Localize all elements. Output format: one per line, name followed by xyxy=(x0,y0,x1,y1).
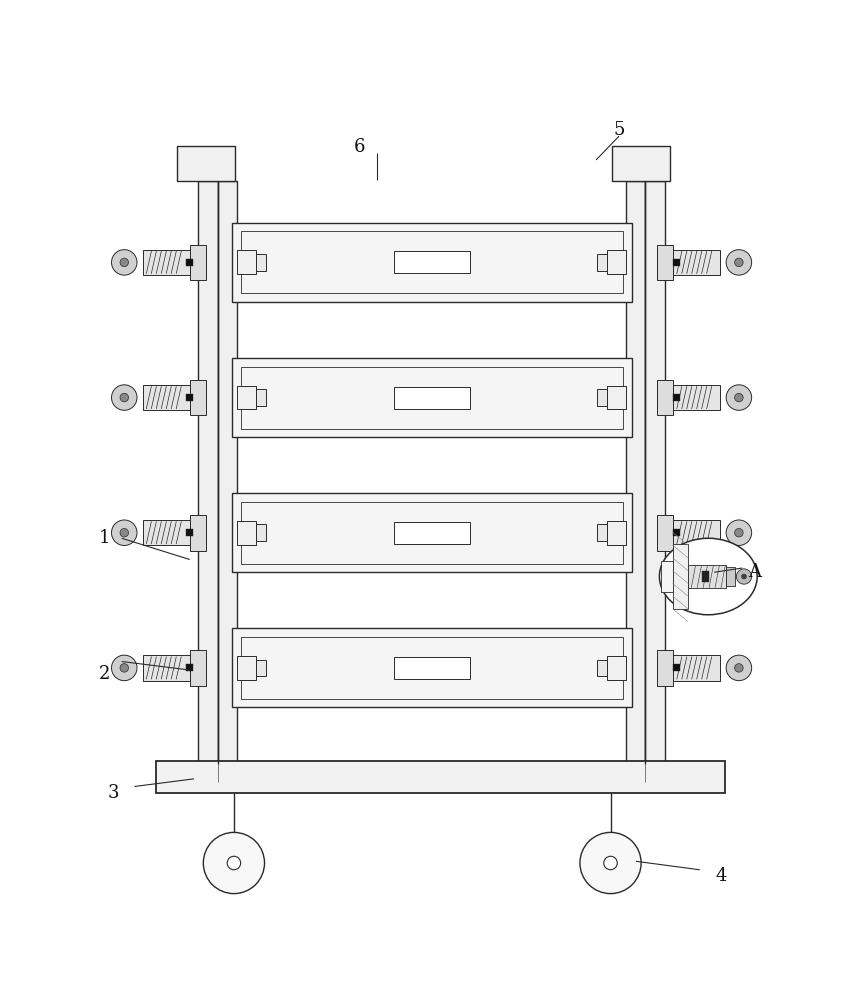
Bar xyxy=(394,251,470,273)
Bar xyxy=(187,394,194,401)
Bar xyxy=(607,386,626,409)
Bar xyxy=(143,385,190,410)
Circle shape xyxy=(604,856,617,870)
Circle shape xyxy=(203,832,264,894)
Text: 6: 6 xyxy=(354,138,365,156)
Bar xyxy=(156,761,725,793)
Bar xyxy=(232,223,632,302)
Bar xyxy=(657,380,673,415)
Circle shape xyxy=(111,520,137,545)
Bar xyxy=(673,385,721,410)
Bar xyxy=(187,529,194,536)
Bar xyxy=(645,181,665,764)
Bar xyxy=(597,660,607,676)
Bar xyxy=(241,231,623,293)
Ellipse shape xyxy=(659,538,757,615)
Bar xyxy=(198,181,218,764)
Text: 2: 2 xyxy=(99,665,111,683)
Text: 4: 4 xyxy=(715,867,727,885)
Bar xyxy=(190,650,206,686)
Bar xyxy=(597,254,607,271)
Bar xyxy=(232,628,632,707)
Bar xyxy=(143,250,190,275)
Bar xyxy=(613,146,670,181)
Bar xyxy=(657,650,673,686)
Circle shape xyxy=(227,856,241,870)
Bar xyxy=(257,660,266,676)
Bar xyxy=(232,358,632,437)
Bar xyxy=(597,524,607,541)
Bar xyxy=(673,529,680,536)
Text: 3: 3 xyxy=(107,784,119,802)
Bar xyxy=(218,181,238,764)
Text: 5: 5 xyxy=(613,121,625,139)
Circle shape xyxy=(580,832,641,894)
Bar xyxy=(238,521,257,545)
Bar xyxy=(607,521,626,545)
Bar xyxy=(143,655,190,681)
Circle shape xyxy=(726,520,752,545)
Bar xyxy=(394,657,470,679)
Bar xyxy=(190,515,206,551)
Bar xyxy=(673,259,680,266)
Bar xyxy=(394,387,470,409)
Bar xyxy=(597,389,607,406)
Bar xyxy=(241,367,623,429)
Circle shape xyxy=(734,258,743,267)
Bar xyxy=(673,520,721,545)
Bar xyxy=(673,655,721,681)
Circle shape xyxy=(111,655,137,681)
Bar xyxy=(626,181,645,764)
Bar xyxy=(657,515,673,551)
Bar xyxy=(177,146,235,181)
Bar xyxy=(238,656,257,680)
Circle shape xyxy=(734,664,743,672)
Bar xyxy=(672,544,688,609)
Bar xyxy=(190,245,206,280)
Circle shape xyxy=(736,569,752,584)
Bar xyxy=(673,250,721,275)
Circle shape xyxy=(734,528,743,537)
Text: A: A xyxy=(748,563,761,581)
Bar xyxy=(232,493,632,572)
Bar xyxy=(607,656,626,680)
Circle shape xyxy=(120,528,129,537)
Circle shape xyxy=(726,250,752,275)
Circle shape xyxy=(120,393,129,402)
Bar xyxy=(657,245,673,280)
Bar xyxy=(661,561,673,592)
Bar xyxy=(241,502,623,564)
Bar xyxy=(190,380,206,415)
Circle shape xyxy=(741,574,746,579)
Bar xyxy=(238,250,257,274)
Bar xyxy=(257,254,266,271)
Bar xyxy=(702,571,709,582)
Bar xyxy=(143,520,190,545)
Bar xyxy=(688,565,726,588)
Circle shape xyxy=(120,258,129,267)
Bar xyxy=(726,567,735,586)
Bar xyxy=(257,524,266,541)
Bar xyxy=(673,394,680,401)
Bar xyxy=(187,664,194,671)
Circle shape xyxy=(111,250,137,275)
Bar xyxy=(607,250,626,274)
Bar xyxy=(238,386,257,409)
Circle shape xyxy=(120,664,129,672)
Bar xyxy=(673,664,680,671)
Circle shape xyxy=(111,385,137,410)
Bar xyxy=(257,389,266,406)
Bar xyxy=(187,259,194,266)
Circle shape xyxy=(726,385,752,410)
Circle shape xyxy=(734,393,743,402)
Text: 1: 1 xyxy=(99,529,111,547)
Circle shape xyxy=(726,655,752,681)
Bar xyxy=(394,522,470,544)
Bar xyxy=(241,637,623,699)
